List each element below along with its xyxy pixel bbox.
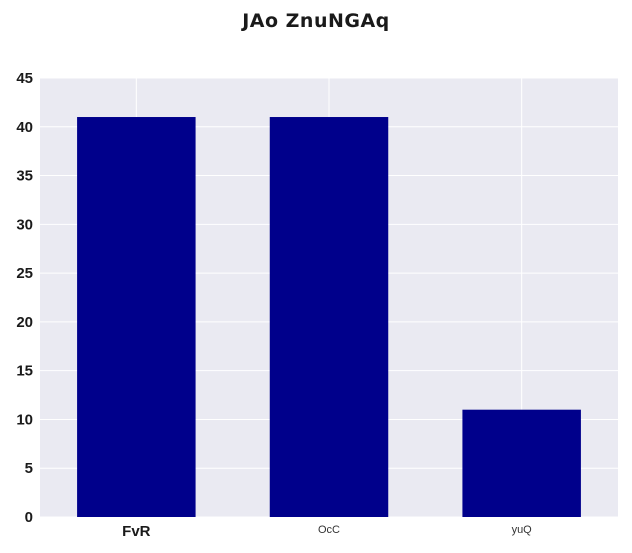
y-tick-label: 25 (16, 265, 33, 282)
bar-fvr (77, 117, 196, 518)
bar-occ (269, 117, 389, 518)
bars (77, 117, 581, 518)
y-tick-label: 15 (16, 363, 33, 380)
y-tick-label: 40 (16, 119, 33, 136)
x-tick-label: OcC (318, 524, 340, 536)
chart-title: JAo ZnuNGAq (242, 10, 390, 32)
bar-yuq (462, 409, 581, 517)
y-axis: 0 5 10 15 20 25 30 35 40 45 (16, 70, 33, 526)
y-tick-label: 0 (25, 509, 33, 526)
y-tick-label: 10 (16, 411, 33, 428)
y-tick-label: 35 (16, 168, 33, 185)
x-tick-label: yuQ (512, 524, 533, 536)
y-tick-label: 45 (16, 70, 33, 87)
x-axis: FvR OcC yuQ (122, 523, 532, 540)
y-tick-label: 5 (25, 460, 33, 477)
y-tick-label: 30 (16, 216, 33, 233)
y-tick-label: 20 (16, 314, 33, 331)
x-tick-label: FvR (122, 523, 151, 540)
